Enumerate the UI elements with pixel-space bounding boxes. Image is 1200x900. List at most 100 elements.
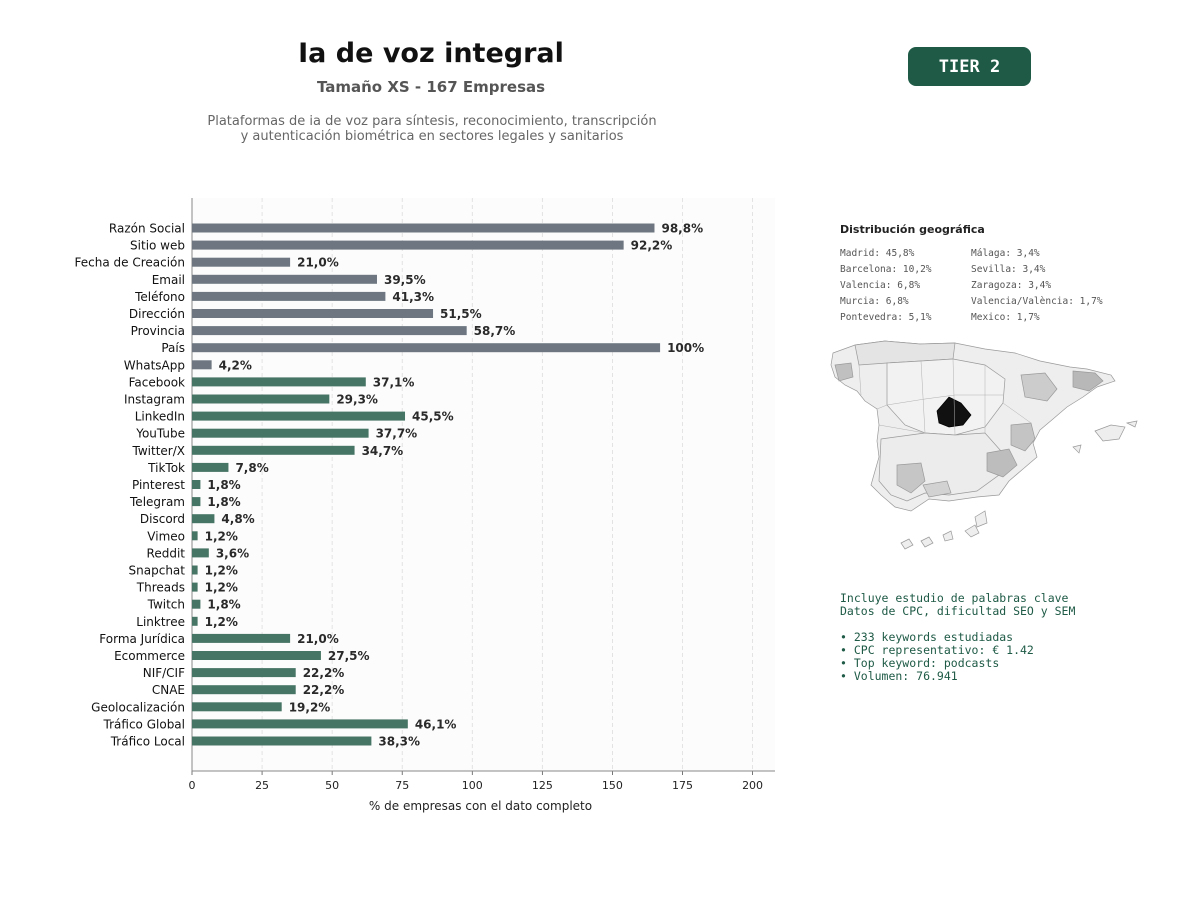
category-label: WhatsApp bbox=[124, 358, 185, 372]
bar bbox=[192, 702, 282, 712]
x-tick-label: 50 bbox=[325, 779, 339, 792]
category-label: Snapchat bbox=[129, 564, 186, 578]
bar bbox=[192, 736, 372, 746]
map-murcia bbox=[986, 448, 1018, 478]
bar bbox=[192, 309, 434, 318]
geo-title: Distribución geográfica bbox=[840, 223, 985, 236]
category-label: Instagram bbox=[124, 393, 185, 407]
geo-item: Murcia: 6,8% bbox=[840, 296, 909, 307]
bar-value-label: 4,8% bbox=[221, 512, 254, 526]
bar-value-label: 37,7% bbox=[376, 427, 418, 441]
spain-map bbox=[830, 340, 1138, 550]
bar bbox=[192, 394, 330, 404]
category-label: Tráfico Local bbox=[110, 735, 185, 749]
geo-item: Málaga: 3,4% bbox=[971, 248, 1040, 259]
x-tick-label: 0 bbox=[189, 779, 196, 792]
bar-value-label: 45,5% bbox=[412, 410, 454, 424]
bar bbox=[192, 462, 229, 472]
bar-value-label: 1,2% bbox=[205, 529, 238, 543]
bar-value-label: 92,2% bbox=[631, 239, 673, 253]
category-label: Dirección bbox=[129, 307, 185, 321]
page-subtitle: Tamaño XS - 167 Empresas bbox=[316, 78, 546, 96]
category-label: Pinterest bbox=[132, 478, 185, 492]
bar bbox=[192, 616, 198, 626]
bar bbox=[192, 582, 198, 592]
bar-value-label: 39,5% bbox=[384, 273, 426, 287]
bar bbox=[192, 411, 406, 421]
category-label: CNAE bbox=[152, 683, 185, 697]
geo-item: Barcelona: 10,2% bbox=[840, 264, 932, 275]
map-balearics bbox=[1072, 420, 1138, 454]
bar bbox=[192, 223, 655, 233]
geo-item: Zaragoza: 3,4% bbox=[971, 280, 1052, 291]
description-line-2: y autenticación biométrica en sectores l… bbox=[240, 129, 624, 144]
category-label: Vimeo bbox=[147, 529, 185, 543]
category-label: País bbox=[161, 341, 185, 355]
geo-item: Pontevedra: 5,1% bbox=[840, 312, 932, 323]
plot-area bbox=[192, 198, 775, 771]
keyword-bullet: • 233 keywords estudiadas bbox=[840, 630, 1014, 644]
bar-value-label: 51,5% bbox=[440, 307, 482, 321]
bar-value-label: 1,2% bbox=[205, 615, 238, 629]
geo-item: Valencia: 6,8% bbox=[840, 280, 921, 291]
map-sevilla bbox=[896, 462, 926, 494]
keyword-bullet: • Volumen: 76.941 bbox=[840, 669, 958, 683]
bar-value-label: 21,0% bbox=[297, 256, 339, 270]
category-label: Geolocalización bbox=[91, 700, 185, 714]
category-label: Razón Social bbox=[109, 222, 185, 236]
category-label: NIF/CIF bbox=[143, 666, 185, 680]
bar-value-label: 21,0% bbox=[297, 632, 339, 646]
geo-item: Valencia/València: 1,7% bbox=[971, 296, 1103, 307]
keyword-bullet: • CPC representativo: € 1.42 bbox=[840, 643, 1034, 657]
bar bbox=[192, 599, 201, 609]
bar-value-label: 38,3% bbox=[378, 735, 420, 749]
bar bbox=[192, 343, 661, 353]
keywords-line-2: Datos de CPC, dificultad SEO y SEM bbox=[840, 604, 1076, 618]
bar bbox=[192, 445, 355, 455]
map-valencia bbox=[1010, 422, 1036, 452]
bar bbox=[192, 531, 198, 541]
bar bbox=[192, 685, 296, 695]
category-label: Ecommerce bbox=[114, 649, 185, 663]
tier-badge: TIER 2 bbox=[908, 47, 1031, 86]
category-label: Tráfico Global bbox=[103, 717, 185, 731]
category-label: Forma Jurídica bbox=[99, 632, 185, 646]
bar-value-label: 58,7% bbox=[474, 324, 516, 338]
bar bbox=[192, 274, 377, 284]
x-axis-label: % de empresas con el dato completo bbox=[369, 799, 592, 813]
description-line-1: Plataformas de ia de voz para síntesis, … bbox=[207, 114, 657, 129]
bar bbox=[192, 651, 321, 660]
category-label: YouTube bbox=[135, 427, 185, 441]
category-label: LinkedIn bbox=[135, 410, 185, 424]
bar-value-label: 22,2% bbox=[303, 666, 345, 680]
bar-value-label: 1,2% bbox=[205, 564, 238, 578]
bar-value-label: 46,1% bbox=[415, 717, 457, 731]
keyword-bullet: • Top keyword: podcasts bbox=[840, 656, 1000, 670]
bar-value-label: 7,8% bbox=[235, 461, 268, 475]
bar-value-label: 1,8% bbox=[207, 598, 240, 612]
bar-value-label: 29,3% bbox=[336, 393, 378, 407]
bar bbox=[192, 428, 369, 438]
geo-list-col1: Madrid: 45,8% Barcelona: 10,2% Valencia:… bbox=[840, 246, 932, 326]
category-label: Sitio web bbox=[130, 239, 185, 253]
bar-value-label: 100% bbox=[667, 341, 704, 355]
bar-value-label: 3,6% bbox=[216, 546, 249, 560]
category-label: TikTok bbox=[147, 461, 185, 475]
geo-item: Madrid: 45,8% bbox=[840, 248, 915, 259]
category-label: Fecha de Creación bbox=[75, 256, 185, 270]
bar bbox=[192, 668, 296, 678]
category-label: Teléfono bbox=[134, 290, 185, 304]
category-label: Threads bbox=[136, 581, 185, 595]
x-tick-label: 75 bbox=[395, 779, 409, 792]
bar bbox=[192, 719, 408, 729]
category-label: Facebook bbox=[129, 375, 185, 389]
map-madrid bbox=[936, 396, 972, 428]
category-label: Discord bbox=[140, 512, 185, 526]
bar-value-label: 37,1% bbox=[373, 375, 415, 389]
category-label: Telegram bbox=[129, 495, 185, 509]
x-tick-label: 150 bbox=[602, 779, 623, 792]
category-label: Twitter/X bbox=[132, 444, 185, 458]
bar-chart: 0 25 50 75 100 125 150 175 200 % de empresas con … bbox=[75, 198, 775, 813]
x-tick-label: 100 bbox=[462, 779, 483, 792]
bar bbox=[192, 565, 198, 575]
